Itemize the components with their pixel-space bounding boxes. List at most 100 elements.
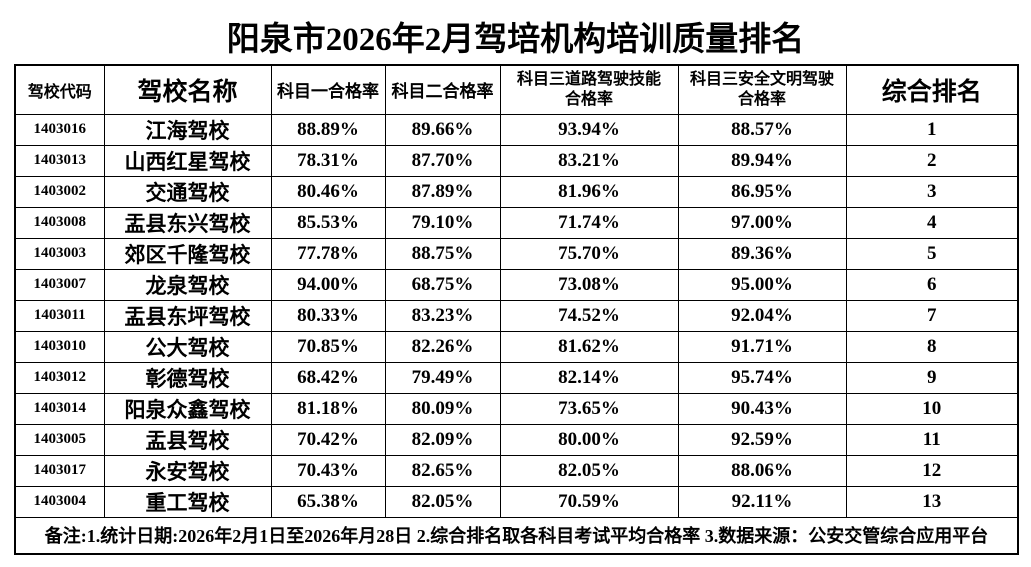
school-code-cell: 1403014 <box>14 392 105 425</box>
subject2-rate-cell: 80.09% <box>384 392 501 425</box>
subject1-rate-cell: 70.85% <box>270 330 386 363</box>
table-row: 1403004 重工驾校 65.38% 82.05% 70.59% 92.11%… <box>14 485 1019 518</box>
subject2-rate-cell: 82.09% <box>384 423 501 456</box>
subject1-rate-cell: 94.00% <box>270 268 386 301</box>
column-header-school-code: 驾校代码 <box>14 64 105 115</box>
subject1-rate-cell: 65.38% <box>270 485 386 518</box>
subject3-safe-rate-cell: 88.06% <box>677 454 847 487</box>
subject3-road-rate-cell: 82.05% <box>499 454 679 487</box>
subject3-safe-rate-cell: 89.36% <box>677 237 847 270</box>
subject2-rate-cell: 82.65% <box>384 454 501 487</box>
overall-rank-cell: 6 <box>845 268 1019 301</box>
subject2-rate-cell: 82.26% <box>384 330 501 363</box>
subject2-rate-cell: 87.89% <box>384 175 501 208</box>
table-row: 1403002 交通驾校 80.46% 87.89% 81.96% 86.95%… <box>14 175 1019 208</box>
overall-rank-cell: 7 <box>845 299 1019 332</box>
table-row: 1403005 盂县驾校 70.42% 82.09% 80.00% 92.59%… <box>14 423 1019 456</box>
column-header-school-name: 驾校名称 <box>103 64 272 115</box>
table-row: 1403008 盂县东兴驾校 85.53% 79.10% 71.74% 97.0… <box>14 206 1019 239</box>
subject3-road-rate-cell: 80.00% <box>499 423 679 456</box>
subject3-road-rate-cell: 82.14% <box>499 361 679 394</box>
subject3-safe-rate-cell: 92.04% <box>677 299 847 332</box>
subject3-safe-rate-cell: 90.43% <box>677 392 847 425</box>
overall-rank-cell: 11 <box>845 423 1019 456</box>
subject3-road-rate-cell: 70.59% <box>499 485 679 518</box>
table-body: 1403016 江海驾校 88.89% 89.66% 93.94% 88.57%… <box>14 113 1019 518</box>
school-name-cell: 山西红星驾校 <box>103 144 272 177</box>
school-name-cell: 重工驾校 <box>103 485 272 518</box>
school-code-cell: 1403004 <box>14 485 105 518</box>
column-header-subject2-rate: 科目二合格率 <box>384 64 501 115</box>
page-title: 阳泉市2026年2月驾培机构培训质量排名 <box>226 22 805 58</box>
overall-rank-cell: 5 <box>845 237 1019 270</box>
subject1-rate-cell: 81.18% <box>270 392 386 425</box>
subject3-road-rate-cell: 81.96% <box>499 175 679 208</box>
subject1-rate-cell: 77.78% <box>270 237 386 270</box>
column-header-subject1-rate: 科目一合格率 <box>270 64 386 115</box>
school-code-cell: 1403010 <box>14 330 105 363</box>
subject3-safe-rate-cell: 92.11% <box>677 485 847 518</box>
overall-rank-cell: 4 <box>845 206 1019 239</box>
subject3-road-rate-cell: 75.70% <box>499 237 679 270</box>
footnote-text: 备注:1.统计日期:2026年2月1日至2026年月28日 2.综合排名取各科目… <box>14 516 1019 555</box>
table-row: 1403013 山西红星驾校 78.31% 87.70% 83.21% 89.9… <box>14 144 1019 177</box>
overall-rank-cell: 12 <box>845 454 1019 487</box>
table-row: 1403003 郊区千隆驾校 77.78% 88.75% 75.70% 89.3… <box>14 237 1019 270</box>
subject1-rate-cell: 88.89% <box>270 113 386 146</box>
school-name-cell: 交通驾校 <box>103 175 272 208</box>
subject3-road-rate-cell: 81.62% <box>499 330 679 363</box>
subject1-rate-cell: 80.46% <box>270 175 386 208</box>
subject3-safe-rate-cell: 91.71% <box>677 330 847 363</box>
table-row: 1403010 公大驾校 70.85% 82.26% 81.62% 91.71%… <box>14 330 1019 363</box>
school-name-cell: 盂县东坪驾校 <box>103 299 272 332</box>
subject3-road-rate-cell: 73.65% <box>499 392 679 425</box>
table-row: 1403011 盂县东坪驾校 80.33% 83.23% 74.52% 92.0… <box>14 299 1019 332</box>
subject2-rate-cell: 68.75% <box>384 268 501 301</box>
table-header: 驾校代码 驾校名称 科目一合格率 科目二合格率 科目三道路驾驶技能 合格率 科目… <box>14 64 1019 115</box>
subject1-rate-cell: 70.42% <box>270 423 386 456</box>
subject2-rate-cell: 83.23% <box>384 299 501 332</box>
subject3-safe-rate-cell: 89.94% <box>677 144 847 177</box>
school-code-cell: 1403017 <box>14 454 105 487</box>
subject1-rate-cell: 78.31% <box>270 144 386 177</box>
column-header-subject3-road-rate: 科目三道路驾驶技能 合格率 <box>499 64 679 115</box>
school-name-cell: 郊区千隆驾校 <box>103 237 272 270</box>
school-code-cell: 1403007 <box>14 268 105 301</box>
school-code-cell: 1403008 <box>14 206 105 239</box>
subject2-rate-cell: 79.10% <box>384 206 501 239</box>
school-code-cell: 1403012 <box>14 361 105 394</box>
overall-rank-cell: 13 <box>845 485 1019 518</box>
subject2-rate-cell: 79.49% <box>384 361 501 394</box>
table-row: 1403016 江海驾校 88.89% 89.66% 93.94% 88.57%… <box>14 113 1019 146</box>
overall-rank-cell: 8 <box>845 330 1019 363</box>
subject3-safe-rate-cell: 97.00% <box>677 206 847 239</box>
school-name-cell: 公大驾校 <box>103 330 272 363</box>
school-name-cell: 盂县东兴驾校 <box>103 206 272 239</box>
subject3-safe-rate-cell: 88.57% <box>677 113 847 146</box>
school-code-cell: 1403013 <box>14 144 105 177</box>
subject3-safe-rate-cell: 95.00% <box>677 268 847 301</box>
table-row: 1403014 阳泉众鑫驾校 81.18% 80.09% 73.65% 90.4… <box>14 392 1019 425</box>
school-code-cell: 1403003 <box>14 237 105 270</box>
school-code-cell: 1403011 <box>14 299 105 332</box>
subject3-safe-rate-cell: 95.74% <box>677 361 847 394</box>
school-code-cell: 1403002 <box>14 175 105 208</box>
subject3-road-rate-cell: 71.74% <box>499 206 679 239</box>
subject1-rate-cell: 80.33% <box>270 299 386 332</box>
subject3-road-rate-cell: 93.94% <box>499 113 679 146</box>
subject2-rate-cell: 88.75% <box>384 237 501 270</box>
footnote-row: 备注:1.统计日期:2026年2月1日至2026年月28日 2.综合排名取各科目… <box>14 516 1019 555</box>
subject2-rate-cell: 87.70% <box>384 144 501 177</box>
overall-rank-cell: 1 <box>845 113 1019 146</box>
school-name-cell: 彰德驾校 <box>103 361 272 394</box>
overall-rank-cell: 9 <box>845 361 1019 394</box>
subject3-road-rate-cell: 83.21% <box>499 144 679 177</box>
table-footer: 备注:1.统计日期:2026年2月1日至2026年月28日 2.综合排名取各科目… <box>14 516 1019 555</box>
school-code-cell: 1403016 <box>14 113 105 146</box>
subject2-rate-cell: 89.66% <box>384 113 501 146</box>
subject3-road-rate-cell: 74.52% <box>499 299 679 332</box>
overall-rank-cell: 2 <box>845 144 1019 177</box>
column-header-subject3-safe-rate: 科目三安全文明驾驶 合格率 <box>677 64 847 115</box>
column-header-overall-rank: 综合排名 <box>845 64 1019 115</box>
